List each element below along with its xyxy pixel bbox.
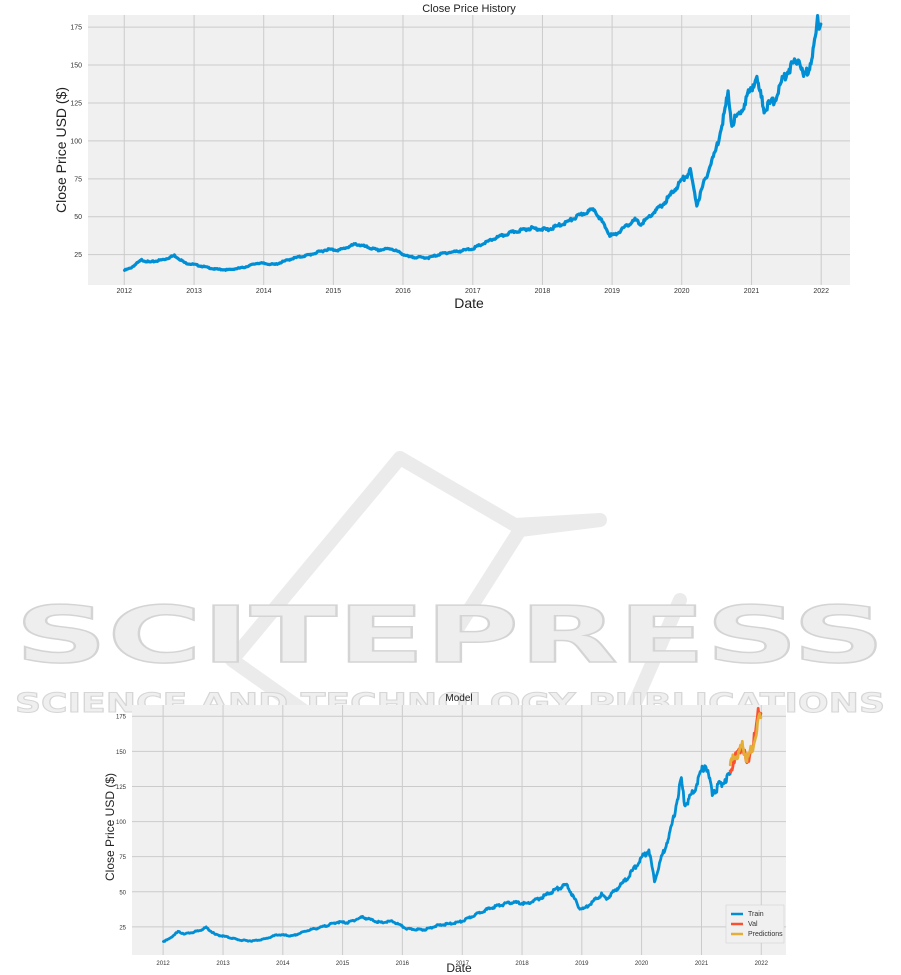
x-tick-labels: 2012 2013 2014 2015 2016 2017 2018 2019 2020 2021… <box>116 288 829 295</box>
x-tick-labels: 2012 2013 2014 2015 2016 2017 2018 2019 2020 2021… <box>156 961 768 967</box>
y-tick-label: 100 <box>116 820 127 826</box>
series-line-close <box>123 14 823 272</box>
y-tick-label: 175 <box>70 25 82 32</box>
legend-label-train: Train <box>748 911 764 918</box>
y-tick-label: 50 <box>74 214 82 221</box>
grid-lines <box>132 705 786 955</box>
x-tick-label: 2016 <box>395 288 411 295</box>
watermark-brand: SCITEPRESS <box>15 591 885 681</box>
y-tick-label: 50 <box>119 890 126 896</box>
x-tick-label: 2013 <box>216 961 230 967</box>
close-price-history-chart: 2012 2013 2014 2015 2016 2017 2018 2019 2020 2021… <box>53 3 850 311</box>
y-tick-labels: 25 50 75 100 125 150 175 <box>70 25 82 260</box>
series-line-train <box>162 764 732 943</box>
x-tick-label: 2014 <box>256 288 272 295</box>
y-tick-label: 125 <box>70 100 82 107</box>
y-tick-label: 150 <box>116 750 127 756</box>
series-line-predictions <box>728 712 763 767</box>
y-axis-label: Close Price USD ($) <box>103 773 117 881</box>
x-tick-label: 2018 <box>535 288 551 295</box>
y-tick-label: 175 <box>116 715 127 721</box>
plot-area <box>88 15 850 285</box>
model-chart: 2012 2013 2014 2015 2016 2017 2018 2019 2020 2021… <box>103 693 786 975</box>
y-tick-label: 75 <box>74 176 82 183</box>
y-tick-labels: 25 50 75 100 125 150 175 <box>116 715 127 932</box>
x-tick-label: 2021 <box>695 961 709 967</box>
x-tick-label: 2022 <box>755 961 769 967</box>
x-tick-label: 2018 <box>515 961 529 967</box>
x-tick-label: 2020 <box>674 288 690 295</box>
x-tick-label: 2017 <box>465 288 481 295</box>
x-tick-label: 2022 <box>813 288 829 295</box>
legend: Train Val Predictions <box>725 904 785 944</box>
x-tick-label: 2020 <box>635 961 649 967</box>
legend-label-val: Val <box>748 921 758 928</box>
x-tick-label: 2015 <box>326 288 342 295</box>
plot-area <box>132 705 786 955</box>
y-tick-label: 25 <box>74 252 82 259</box>
legend-label-predictions: Predictions <box>748 931 783 938</box>
x-tick-label: 2021 <box>744 288 760 295</box>
x-tick-label: 2015 <box>336 961 350 967</box>
series-lines <box>123 14 823 272</box>
x-tick-label: 2012 <box>116 288 132 295</box>
grid-lines <box>88 15 850 285</box>
y-tick-label: 75 <box>119 855 126 861</box>
x-tick-label: 2019 <box>604 288 620 295</box>
x-tick-label: 2016 <box>396 961 410 967</box>
x-tick-label: 2013 <box>186 288 202 295</box>
x-axis-label: Date <box>454 295 484 311</box>
x-axis-label: Date <box>446 961 472 975</box>
y-tick-label: 150 <box>70 63 82 70</box>
x-tick-label: 2019 <box>575 961 589 967</box>
x-tick-label: 2012 <box>156 961 170 967</box>
y-tick-label: 125 <box>116 785 127 791</box>
y-tick-label: 100 <box>70 138 82 145</box>
y-tick-label: 25 <box>119 925 126 931</box>
chart-title: Close Price History <box>422 3 516 15</box>
series-lines <box>162 706 763 943</box>
chart-title: Model <box>445 693 472 704</box>
x-tick-label: 2014 <box>276 961 290 967</box>
y-axis-label: Close Price USD ($) <box>53 87 69 213</box>
x-tick-label: 2017 <box>456 961 470 967</box>
